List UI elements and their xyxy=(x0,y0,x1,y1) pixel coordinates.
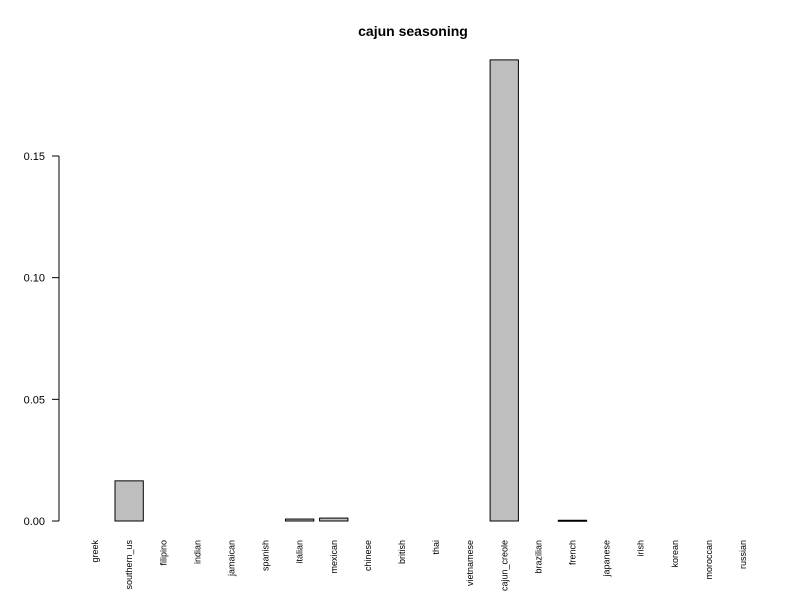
category-label: italian xyxy=(295,540,305,564)
category-label: mexican xyxy=(329,540,339,574)
y-tick-label: 0.05 xyxy=(24,394,45,406)
category-label: cajun_creole xyxy=(499,540,509,591)
category-label: southern_us xyxy=(124,540,134,590)
category-label: moroccan xyxy=(704,540,714,580)
category-label: indian xyxy=(192,540,202,564)
category-label: thai xyxy=(431,540,441,555)
bars-group xyxy=(114,59,588,522)
bar-cajun-creole xyxy=(489,59,519,522)
y-axis-ticks: 0.00 0.05 0.10 0.15 xyxy=(24,151,59,528)
bar-italian xyxy=(284,518,315,522)
bar-french xyxy=(557,519,588,522)
category-label: irish xyxy=(636,540,646,557)
category-label: jamaican xyxy=(226,540,236,577)
category-label: vietnamese xyxy=(465,540,475,586)
y-tick-label: 0.10 xyxy=(24,273,45,285)
category-label: russian xyxy=(738,540,748,569)
category-label: chinese xyxy=(363,540,373,571)
chart-title: cajun seasoning xyxy=(358,23,468,39)
y-tick-label: 0.00 xyxy=(24,516,45,528)
category-label: french xyxy=(567,540,577,565)
category-label: korean xyxy=(670,540,680,568)
bar-mexican xyxy=(319,517,349,522)
bar-southern-us xyxy=(114,480,144,522)
category-label: japanese xyxy=(602,540,612,578)
category-label: british xyxy=(397,540,407,564)
category-label: filipino xyxy=(158,540,168,566)
category-label: brazilian xyxy=(533,540,543,574)
category-labels: greek southern_us filipino indian jamaican sp… xyxy=(90,540,748,592)
category-label: spanish xyxy=(261,540,271,571)
category-label: greek xyxy=(90,540,100,563)
y-tick-label: 0.15 xyxy=(24,151,45,163)
